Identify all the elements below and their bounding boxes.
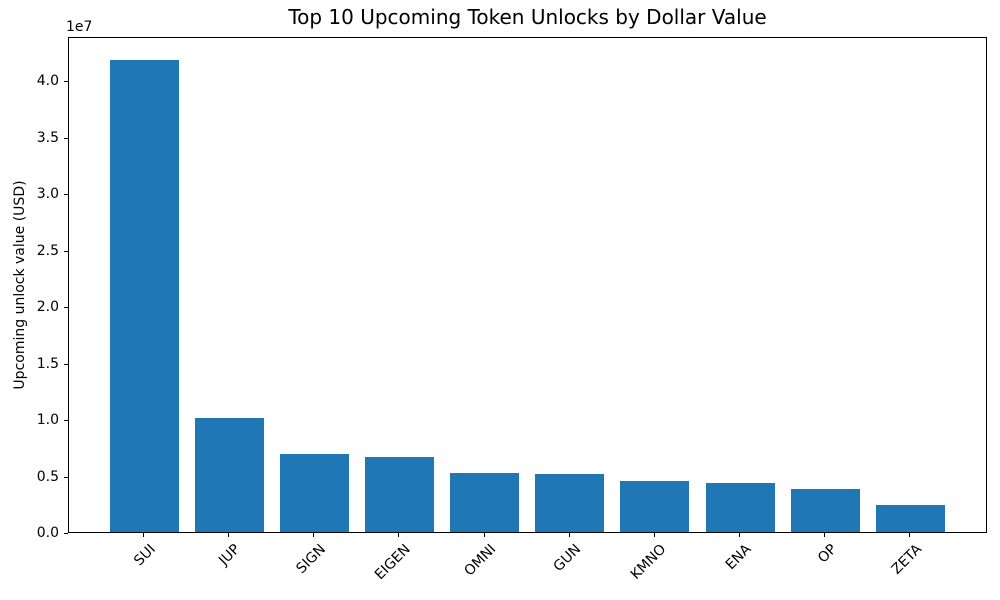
- y-tick-label: 1.0: [36, 412, 59, 429]
- x-tick-mark: [653, 533, 655, 537]
- x-tick-label: GUN: [550, 541, 585, 575]
- bar: [620, 480, 690, 532]
- y-axis-offset-label: 1e7: [66, 19, 93, 35]
- y-tick-label: 4.0: [36, 73, 59, 90]
- y-tick-mark: [64, 81, 68, 83]
- bar: [535, 474, 605, 532]
- y-tick-mark: [64, 476, 68, 478]
- x-tick-mark: [909, 533, 911, 537]
- x-tick-mark: [824, 533, 826, 537]
- y-tick-mark: [64, 363, 68, 365]
- bar: [790, 489, 860, 532]
- chart-title: Top 10 Upcoming Token Unlocks by Dollar …: [288, 5, 767, 29]
- bar: [364, 457, 434, 532]
- bar: [279, 454, 349, 532]
- y-tick-mark: [64, 194, 68, 196]
- x-tick-label: OMNI: [461, 541, 500, 580]
- bar: [705, 483, 775, 532]
- y-tick-label: 0.0: [36, 525, 59, 541]
- x-tick-mark: [398, 533, 400, 537]
- x-tick-mark: [568, 533, 570, 537]
- x-tick-label: SIGN: [293, 541, 329, 577]
- x-tick-mark: [483, 533, 485, 537]
- x-tick-label: KMNO: [627, 541, 670, 583]
- y-tick-label: 2.0: [36, 299, 59, 316]
- y-tick-mark: [64, 307, 68, 309]
- y-tick-mark: [64, 137, 68, 139]
- y-tick-label: 0.5: [36, 468, 59, 485]
- bar: [194, 417, 264, 532]
- plot-area: [68, 37, 987, 533]
- x-tick-label: ZETA: [888, 541, 925, 578]
- x-tick-label: EIGEN: [372, 541, 415, 584]
- y-tick-label: 1.5: [36, 355, 59, 372]
- x-tick-label: SUI: [130, 541, 159, 570]
- y-tick-mark: [64, 420, 68, 422]
- y-tick-mark: [64, 533, 68, 534]
- x-tick-mark: [143, 533, 144, 537]
- x-tick-label: ENA: [722, 541, 755, 574]
- bar: [109, 59, 179, 532]
- y-tick-mark: [64, 250, 68, 252]
- y-tick-label: 3.5: [36, 129, 59, 146]
- y-tick-label: 3.0: [36, 186, 59, 203]
- bar: [450, 473, 520, 532]
- x-tick-mark: [228, 533, 230, 537]
- bar: [875, 505, 945, 532]
- y-tick-label: 2.5: [36, 242, 59, 259]
- x-tick-label: OP: [814, 541, 840, 567]
- x-tick-label: JUP: [216, 541, 244, 569]
- x-tick-mark: [313, 533, 315, 537]
- x-tick-mark: [739, 533, 741, 537]
